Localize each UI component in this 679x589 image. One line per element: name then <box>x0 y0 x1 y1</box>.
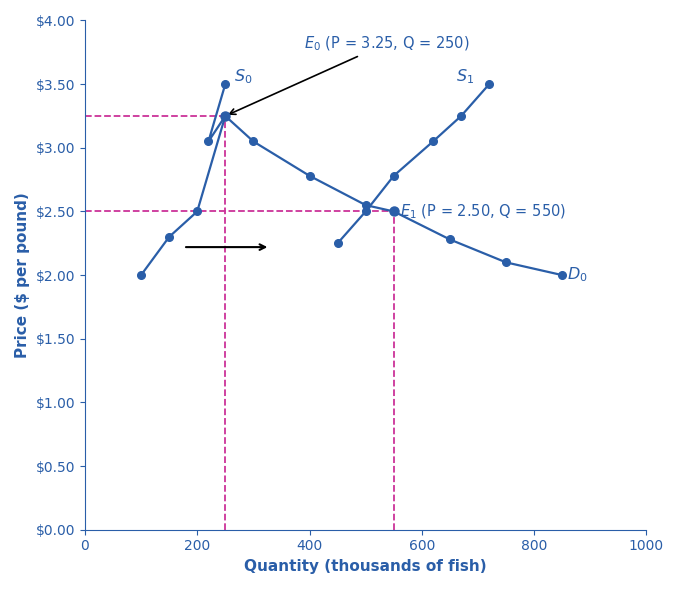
Y-axis label: Price ($ per pound): Price ($ per pound) <box>15 192 30 358</box>
Text: $E_0$ (P = 3.25, Q = 250): $E_0$ (P = 3.25, Q = 250) <box>230 34 469 114</box>
Text: $E_1$ (P = 2.50, Q = 550): $E_1$ (P = 2.50, Q = 550) <box>401 202 567 221</box>
Text: $D_0$: $D_0$ <box>567 266 587 284</box>
Text: $S_0$: $S_0$ <box>234 67 252 86</box>
X-axis label: Quantity (thousands of fish): Quantity (thousands of fish) <box>244 559 487 574</box>
Text: $S_1$: $S_1$ <box>456 67 474 86</box>
